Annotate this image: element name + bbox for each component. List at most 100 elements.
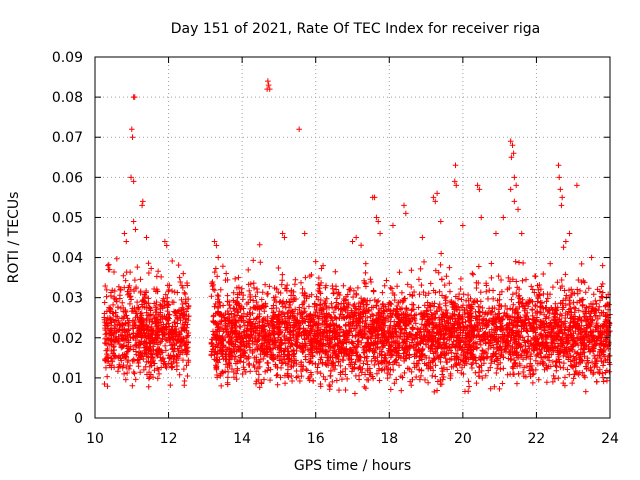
data-point <box>178 297 185 303</box>
data-point <box>153 299 160 305</box>
data-point <box>512 341 518 347</box>
data-point <box>497 366 504 372</box>
data-point <box>169 258 176 264</box>
data-point <box>523 276 529 283</box>
data-point <box>417 340 424 346</box>
data-point <box>281 313 288 320</box>
data-point <box>565 308 572 315</box>
data-point <box>125 327 132 334</box>
data-point <box>165 320 172 327</box>
data-point <box>437 262 444 268</box>
data-point <box>525 333 532 340</box>
data-point <box>219 325 225 331</box>
data-point <box>342 371 349 378</box>
data-point <box>175 262 182 268</box>
data-point <box>351 344 357 351</box>
data-point <box>282 380 288 387</box>
data-point <box>293 336 300 343</box>
data-point <box>508 296 515 303</box>
data-point <box>472 369 479 376</box>
data-point <box>383 277 390 284</box>
data-point <box>239 286 245 292</box>
data-point <box>516 259 522 266</box>
data-point <box>252 293 259 300</box>
data-point <box>214 273 220 280</box>
data-point <box>598 283 605 290</box>
data-point <box>374 354 381 361</box>
data-point <box>120 272 127 279</box>
data-point <box>286 304 292 311</box>
data-point <box>209 279 216 285</box>
data-point <box>106 261 112 268</box>
data-point <box>540 361 547 367</box>
data-point <box>529 307 536 313</box>
data-point <box>174 316 181 322</box>
data-point <box>424 299 431 306</box>
data-point <box>246 353 252 360</box>
data-point <box>296 304 303 311</box>
data-point <box>447 288 453 295</box>
data-point <box>275 289 282 296</box>
data-point <box>145 260 152 267</box>
data-point <box>360 349 367 356</box>
data-point <box>485 296 491 302</box>
data-point <box>173 360 180 366</box>
data-point <box>117 286 123 293</box>
data-point <box>108 293 114 299</box>
data-point <box>134 264 141 270</box>
data-point <box>156 371 162 377</box>
data-point <box>368 279 374 285</box>
data-point <box>427 307 434 313</box>
data-point <box>215 293 222 299</box>
data-point <box>293 374 300 381</box>
data-point <box>264 291 270 297</box>
data-point <box>455 312 462 319</box>
data-point <box>247 294 253 300</box>
data-point <box>477 289 484 296</box>
data-point <box>143 309 150 316</box>
data-point <box>323 295 330 302</box>
data-point <box>599 289 606 296</box>
data-point <box>554 279 561 285</box>
data-point <box>250 280 257 286</box>
data-point <box>350 302 357 309</box>
data-point <box>228 310 235 317</box>
data-point <box>495 361 501 368</box>
data-point <box>557 364 564 371</box>
data-point <box>443 273 450 280</box>
data-point <box>174 366 180 373</box>
data-point <box>587 348 593 355</box>
data-point <box>121 371 127 377</box>
data-point <box>570 375 577 382</box>
data-point <box>439 292 445 299</box>
data-point <box>544 379 550 386</box>
data-point <box>361 305 367 311</box>
data-point <box>336 292 343 298</box>
data-point <box>563 292 570 299</box>
data-point <box>504 306 510 312</box>
data-point <box>507 371 513 377</box>
data-point <box>458 296 465 303</box>
data-point <box>524 328 531 335</box>
data-point <box>122 277 129 284</box>
data-point <box>421 259 427 265</box>
data-point <box>582 308 588 315</box>
data-point <box>360 360 367 367</box>
data-point <box>400 297 407 304</box>
data-point <box>540 271 547 277</box>
data-point <box>408 382 415 389</box>
data-point <box>225 311 232 318</box>
data-point <box>419 346 426 353</box>
data-point <box>418 373 424 379</box>
data-point <box>163 347 169 354</box>
data-point <box>233 370 239 377</box>
data-point <box>267 377 273 383</box>
data-point <box>208 293 215 300</box>
data-point <box>353 373 359 379</box>
data-point <box>376 377 383 384</box>
data-point <box>284 345 291 351</box>
data-point <box>448 355 455 362</box>
data-point <box>555 340 561 347</box>
data-point <box>448 349 455 356</box>
data-point <box>571 304 577 311</box>
